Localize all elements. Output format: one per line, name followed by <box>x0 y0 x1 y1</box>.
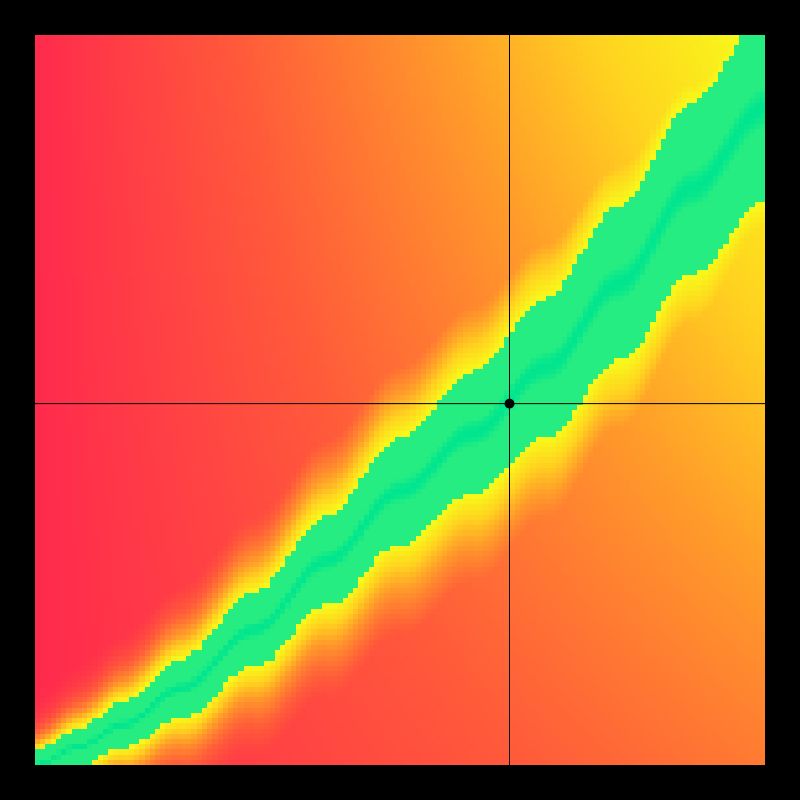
watermark-text: TheBottleneck.com <box>566 4 760 30</box>
heatmap-plot <box>35 35 765 765</box>
heatmap-canvas <box>35 35 765 765</box>
chart-container: { "watermark": "TheBottleneck.com", "fig… <box>0 0 800 800</box>
